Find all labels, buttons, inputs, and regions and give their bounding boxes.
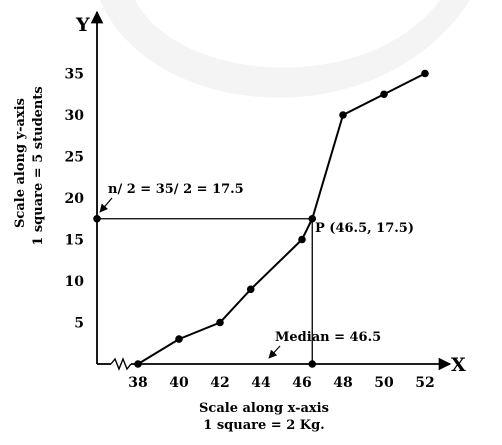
x-tick-label: 40 <box>169 375 189 391</box>
x-tick-label: 46 <box>292 375 311 391</box>
y-axis-scale-note: 1 square = 5 students <box>31 86 46 245</box>
data-point <box>308 214 317 223</box>
point-p-label: P (46.5, 17.5) <box>315 221 414 236</box>
y-tick-label: 30 <box>65 108 85 124</box>
data-point <box>175 335 183 343</box>
half-n-point <box>93 214 101 223</box>
data-point <box>246 285 255 294</box>
x-tick-label: 38 <box>128 375 147 391</box>
y-tick-label: 5 <box>74 316 84 332</box>
watermark-swoosh <box>100 0 470 98</box>
y-tick-label: 25 <box>65 150 84 166</box>
y-tick-label: 15 <box>65 233 84 249</box>
y-tick-label: 35 <box>65 67 84 83</box>
x-axis-scale-note: 1 square = 2 Kg. <box>203 418 324 433</box>
y-tick-label: 20 <box>65 191 85 207</box>
data-point <box>298 235 306 244</box>
median-point <box>308 360 317 368</box>
y-axis-symbol: Y <box>75 14 90 36</box>
median-arrow <box>268 345 281 359</box>
data-point <box>380 90 388 99</box>
x-axis-symbol: X <box>451 354 466 376</box>
y-tick-labels: 5 10 15 20 25 30 35 <box>65 67 85 332</box>
y-axis-label: Scale along y-axis <box>13 98 28 228</box>
half-n-arrow <box>99 197 113 213</box>
x-tick-label: 48 <box>333 375 352 391</box>
median-annotation: Median = 46.5 <box>275 330 381 345</box>
x-tick-label: 52 <box>415 375 434 391</box>
x-tick-label: 42 <box>210 375 229 391</box>
x-tick-labels: 38 40 42 44 46 48 50 52 <box>128 375 434 391</box>
data-point <box>421 69 429 78</box>
data-points <box>93 69 429 368</box>
x-tick-label: 44 <box>251 375 271 391</box>
half-n-annotation: n/ 2 = 35/ 2 = 17.5 <box>108 182 244 197</box>
data-point <box>339 111 347 119</box>
data-point <box>216 318 224 327</box>
x-tick-label: 50 <box>374 375 394 391</box>
x-axis-break <box>110 357 132 371</box>
x-axis-label: Scale along x-axis <box>199 401 329 416</box>
data-point <box>134 360 142 368</box>
y-tick-label: 10 <box>65 274 85 290</box>
